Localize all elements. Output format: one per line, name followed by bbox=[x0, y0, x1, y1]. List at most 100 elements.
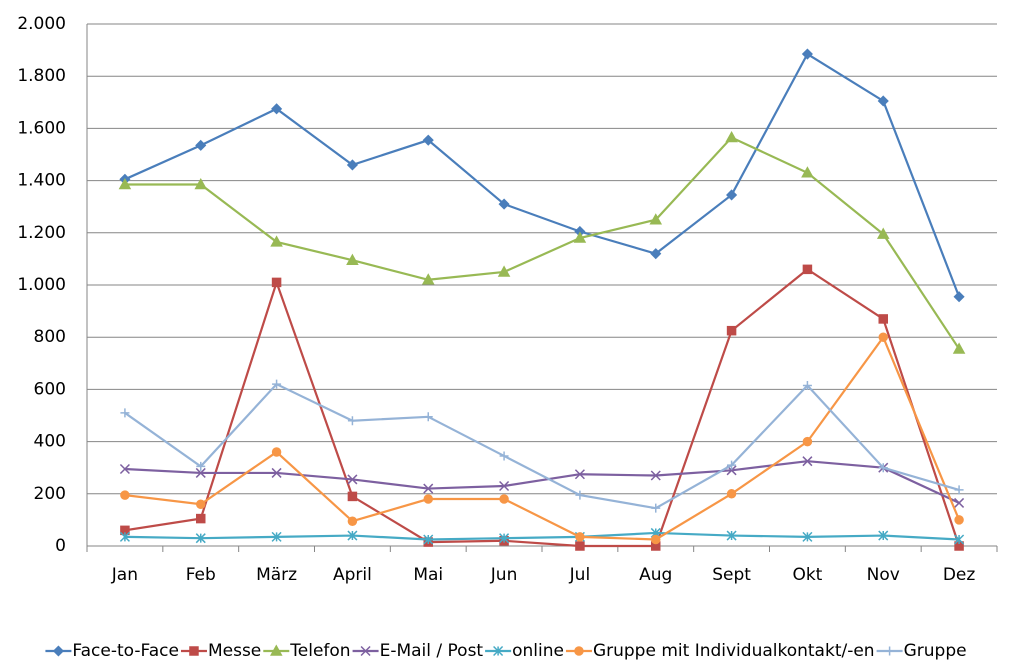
series-line bbox=[124, 52, 961, 298]
y-tick-label: 1.600 bbox=[17, 118, 66, 138]
y-tick-label: 1.000 bbox=[17, 275, 66, 295]
marker bbox=[802, 456, 813, 467]
marker bbox=[423, 483, 434, 494]
x-tick-label: Aug bbox=[639, 565, 672, 585]
marker bbox=[574, 469, 585, 480]
y-tick-label: 600 bbox=[34, 379, 66, 399]
marker bbox=[119, 463, 130, 475]
marker bbox=[423, 494, 433, 504]
marker bbox=[726, 489, 737, 499]
marker bbox=[649, 213, 663, 225]
marker bbox=[271, 277, 282, 288]
marker bbox=[650, 470, 661, 481]
legend-label: Gruppe mit Individualkontakt/-en bbox=[593, 641, 875, 661]
marker bbox=[802, 531, 813, 542]
y-tick-label: 1.400 bbox=[17, 171, 66, 191]
marker bbox=[878, 314, 888, 324]
legend-item: Telefon bbox=[263, 641, 351, 661]
marker bbox=[877, 95, 889, 107]
marker bbox=[878, 463, 888, 473]
series-line bbox=[124, 136, 961, 350]
marker bbox=[575, 490, 585, 500]
series-line bbox=[124, 382, 960, 510]
x-tick-label: Mai bbox=[413, 565, 443, 585]
marker bbox=[499, 494, 509, 504]
legend-item: Messe bbox=[180, 641, 261, 661]
legend-label: E-Mail / Post bbox=[380, 641, 484, 661]
marker bbox=[651, 534, 661, 545]
marker bbox=[347, 416, 357, 426]
marker bbox=[195, 139, 207, 151]
marker bbox=[194, 177, 208, 190]
legend: Face-to-Face Messe Telefon E-Mail / Post onl… bbox=[45, 641, 967, 661]
marker bbox=[499, 480, 510, 492]
marker bbox=[878, 332, 888, 342]
marker bbox=[347, 474, 358, 485]
legend-label: Messe bbox=[208, 641, 261, 661]
marker bbox=[499, 451, 509, 461]
series-line bbox=[124, 531, 960, 541]
marker bbox=[573, 231, 587, 243]
marker bbox=[954, 497, 965, 508]
marker bbox=[493, 645, 504, 657]
marker bbox=[347, 491, 358, 502]
x-tick-label: März bbox=[256, 565, 297, 585]
marker bbox=[954, 534, 965, 545]
series-line bbox=[124, 460, 960, 504]
marker bbox=[271, 103, 283, 115]
series-line bbox=[124, 334, 961, 541]
y-tick-label: 2.000 bbox=[17, 14, 66, 34]
y-tick-label: 0 bbox=[55, 536, 66, 556]
marker bbox=[499, 533, 510, 544]
marker bbox=[651, 503, 661, 513]
marker bbox=[196, 461, 206, 471]
y-tick-label: 200 bbox=[34, 484, 66, 504]
legend-label: Gruppe bbox=[904, 641, 967, 661]
marker bbox=[952, 342, 966, 354]
legend-label: Telefon bbox=[289, 641, 350, 661]
marker bbox=[196, 499, 206, 509]
legend-item: Face-to-Face bbox=[45, 641, 179, 661]
marker bbox=[119, 531, 130, 542]
marker bbox=[196, 513, 206, 524]
y-tick-label: 400 bbox=[34, 432, 66, 452]
marker bbox=[726, 325, 737, 336]
marker bbox=[270, 644, 283, 656]
marker bbox=[954, 515, 964, 525]
marker bbox=[497, 265, 511, 277]
marker bbox=[52, 645, 64, 657]
x-tick-label: Sept bbox=[712, 565, 751, 585]
x-tick-label: Nov bbox=[867, 565, 900, 585]
x-tick-label: Jul bbox=[569, 565, 591, 585]
marker bbox=[727, 460, 737, 470]
x-tick-label: April bbox=[333, 565, 372, 585]
marker bbox=[423, 534, 434, 545]
marker bbox=[954, 485, 964, 495]
marker bbox=[271, 447, 282, 457]
marker bbox=[876, 227, 890, 239]
marker bbox=[498, 198, 510, 210]
x-tick-label: Feb bbox=[186, 565, 216, 585]
marker bbox=[726, 189, 738, 201]
marker bbox=[272, 379, 282, 389]
marker bbox=[422, 134, 434, 146]
marker bbox=[878, 530, 889, 541]
marker bbox=[347, 516, 358, 526]
marker bbox=[346, 159, 358, 171]
marker bbox=[270, 235, 283, 247]
marker bbox=[423, 412, 433, 422]
marker bbox=[726, 530, 737, 541]
x-tick-label: Okt bbox=[792, 565, 822, 585]
legend-label: online bbox=[512, 641, 564, 661]
marker bbox=[195, 533, 206, 544]
marker bbox=[575, 532, 585, 542]
marker bbox=[953, 291, 965, 303]
marker bbox=[802, 264, 813, 275]
legend-label: Face-to-Face bbox=[72, 641, 179, 661]
legend-item: online bbox=[485, 641, 564, 661]
marker bbox=[801, 166, 814, 178]
marker bbox=[347, 530, 358, 541]
y-tick-label: 1.800 bbox=[17, 66, 66, 86]
marker bbox=[360, 645, 371, 657]
